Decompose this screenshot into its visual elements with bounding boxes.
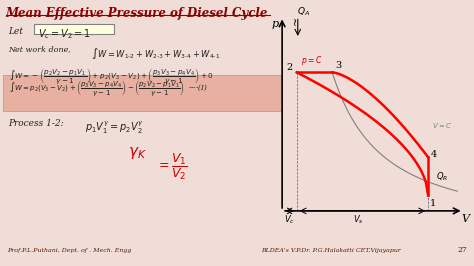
Text: $p=C$: $p=C$ bbox=[301, 55, 322, 67]
Text: BLDEA's V.P.Dr. P.G.Halakatti CET,Vijayapur: BLDEA's V.P.Dr. P.G.Halakatti CET,Vijaya… bbox=[261, 248, 401, 252]
Text: $V=C$: $V=C$ bbox=[432, 121, 453, 130]
Text: 3: 3 bbox=[335, 61, 342, 70]
Text: $Q_R$: $Q_R$ bbox=[437, 171, 448, 183]
Bar bbox=[34, 24, 114, 34]
Text: $p_1V_1^\gamma = p_2V_2^\gamma$: $p_1V_1^\gamma = p_2V_2^\gamma$ bbox=[85, 119, 145, 136]
Text: $V_c = V_2 = 1$: $V_c = V_2 = 1$ bbox=[38, 27, 91, 41]
Text: $Q_A$: $Q_A$ bbox=[297, 5, 310, 18]
Text: $\gamma_K$: $\gamma_K$ bbox=[128, 145, 146, 161]
Text: 4: 4 bbox=[431, 150, 438, 159]
Text: Net work done,: Net work done, bbox=[9, 46, 72, 54]
Text: Process 1-2:: Process 1-2: bbox=[9, 119, 64, 128]
Text: $V_s$: $V_s$ bbox=[353, 213, 364, 226]
Text: V: V bbox=[462, 214, 469, 224]
Text: Prof.P.L.Puthani, Dept. of . Mech. Engg: Prof.P.L.Puthani, Dept. of . Mech. Engg bbox=[7, 248, 131, 252]
Text: $\int W = -\left(\dfrac{p_2V_2 - p_1V_1}{\gamma-1}\right) + p_2(V_3-V_2) + \left: $\int W = -\left(\dfrac{p_2V_2 - p_1V_1}… bbox=[9, 65, 214, 86]
Text: p: p bbox=[272, 19, 279, 29]
Text: $\int W = W_{1\text{-}2} + W_{2\text{-}3} + W_{3\text{-}4} + W_{4\text{-}1}$: $\int W = W_{1\text{-}2} + W_{2\text{-}3… bbox=[91, 46, 220, 61]
Text: Mean Effective Pressure of Diesel Cycle: Mean Effective Pressure of Diesel Cycle bbox=[6, 7, 268, 20]
Text: Let: Let bbox=[9, 27, 24, 36]
Text: $V_c$: $V_c$ bbox=[284, 213, 295, 226]
Text: $\int W = p_2(V_3-V_2) + \left(\dfrac{p_3V_3-p_4V_4}{\gamma-1}\right) - \left(\d: $\int W = p_2(V_3-V_2) + \left(\dfrac{p_… bbox=[9, 78, 207, 98]
Text: 2: 2 bbox=[286, 63, 292, 72]
Text: $= \dfrac{V_1}{V_2}$: $= \dfrac{V_1}{V_2}$ bbox=[156, 152, 188, 182]
Text: ~: ~ bbox=[291, 16, 301, 25]
Text: 1: 1 bbox=[430, 200, 437, 209]
Text: 27: 27 bbox=[457, 246, 467, 254]
Bar bbox=[3, 75, 282, 111]
